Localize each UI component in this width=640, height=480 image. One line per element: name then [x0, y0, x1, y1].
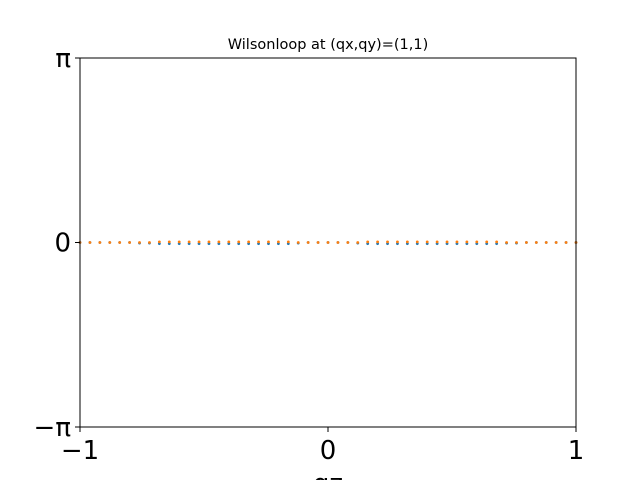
series-2-point	[197, 240, 201, 244]
series-2-point	[465, 240, 469, 244]
series-2-point	[207, 240, 211, 244]
series-2-point	[435, 240, 439, 244]
series-2-point	[544, 241, 548, 244]
series-2-point	[356, 241, 360, 244]
series-2-point	[167, 240, 171, 244]
series-2-point	[336, 241, 340, 244]
series-2-point	[227, 240, 231, 244]
series-2-point	[217, 240, 221, 244]
series-2-point	[157, 240, 161, 244]
series-2-point	[88, 241, 92, 244]
series-2-point	[534, 241, 538, 244]
series-2-point	[525, 241, 528, 244]
data-marks	[78, 240, 578, 246]
series-2-point	[326, 241, 330, 244]
y-axis: −π 0 π	[34, 44, 80, 443]
series-2-point	[505, 241, 508, 244]
y-tick-label: 0	[54, 229, 71, 259]
series-2-point	[475, 240, 479, 244]
series-2-point	[277, 240, 280, 244]
series-2-point	[485, 240, 489, 244]
series-2-point	[286, 240, 290, 244]
series-2-point	[257, 240, 260, 244]
series-2-point	[554, 241, 558, 244]
series-2-point	[405, 240, 409, 244]
series-2-point	[564, 241, 568, 244]
chart-title: Wilsonloop at (qx,qy)=(1,1)	[228, 37, 428, 53]
series-2-point	[415, 240, 419, 244]
x-tick-label: −1	[61, 436, 99, 466]
series-2-point	[118, 241, 122, 244]
series-2-point	[138, 241, 141, 244]
series-2-point	[296, 241, 300, 244]
series-2-point	[148, 241, 151, 244]
series-2-point	[445, 240, 449, 244]
series-2-point	[386, 240, 389, 244]
series-2-point	[306, 241, 310, 244]
series-2-point	[346, 241, 350, 244]
series-2-point	[316, 241, 320, 244]
series-2-point	[376, 240, 379, 244]
series-2-point	[187, 240, 191, 244]
x-axis-label: qz	[313, 469, 343, 480]
y-tick-label: π	[55, 44, 71, 74]
series-2-point	[366, 240, 370, 244]
series-2-point	[515, 241, 518, 244]
x-tick-label: 0	[320, 436, 337, 466]
series-2-point	[177, 240, 181, 244]
series-2-point	[455, 240, 459, 244]
series-2-point	[247, 240, 251, 244]
series-2-point	[495, 240, 499, 244]
series-2-point	[425, 240, 429, 244]
series-2-point	[237, 240, 241, 244]
series-2-point	[267, 240, 270, 244]
series-2-point	[108, 241, 112, 244]
x-tick-label: 1	[568, 436, 585, 466]
series-2-point	[128, 241, 132, 244]
x-axis: −1 0 1	[61, 427, 584, 466]
series-2-point	[396, 240, 399, 244]
y-tick-label: −π	[34, 413, 71, 443]
series-2-point	[98, 241, 102, 244]
